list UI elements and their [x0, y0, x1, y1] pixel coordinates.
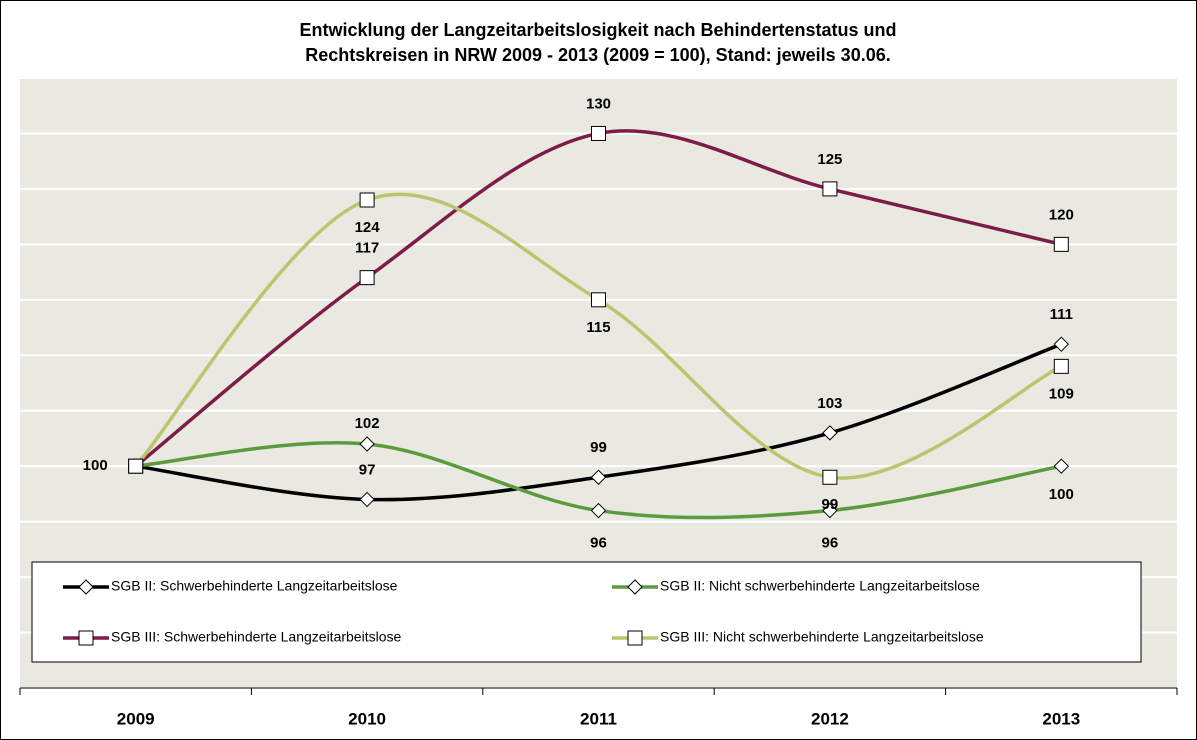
marker: [128, 458, 144, 474]
data-label: 96: [590, 535, 607, 552]
data-label: 124: [355, 219, 381, 236]
marker: [1053, 336, 1070, 352]
data-label: 100: [83, 457, 108, 474]
data-label: 103: [817, 395, 842, 412]
marker: [359, 192, 375, 208]
data-label: 109: [1049, 385, 1074, 402]
marker: [591, 292, 606, 308]
data-label: 120: [1049, 206, 1074, 223]
x-tick-label: 2011: [580, 709, 617, 728]
data-label: 99: [590, 439, 607, 456]
x-tick-label: 2009: [117, 709, 155, 728]
marker: [359, 491, 375, 508]
data-label: 96: [822, 535, 839, 552]
marker: [1053, 358, 1069, 374]
chart-title: Entwicklung der Langzeitarbeitslosigkeit…: [299, 20, 896, 40]
marker: [822, 181, 838, 197]
data-label: 102: [355, 415, 380, 432]
marker: [627, 630, 643, 646]
x-tick-label: 2010: [348, 709, 386, 728]
marker: [78, 579, 94, 595]
marker: [359, 436, 375, 452]
marker: [359, 270, 375, 286]
data-label: 100: [1049, 486, 1074, 503]
legend-label: SGB II: Schwerbehinderte Langzeitarbeits…: [111, 578, 398, 594]
marker: [591, 125, 606, 141]
data-label: 99: [822, 496, 839, 513]
marker: [822, 425, 838, 441]
marker: [627, 579, 643, 595]
data-label: 117: [355, 240, 379, 257]
legend-label: SGB II: Nicht schwerbehinderte Langzeita…: [660, 578, 980, 594]
marker: [590, 502, 607, 519]
x-tick-label: 2012: [811, 709, 849, 728]
marker: [822, 502, 838, 519]
chart-title: Rechtskreisen in NRW 2009 - 2013 (2009 =…: [305, 45, 890, 65]
data-label: 125: [817, 151, 842, 168]
legend-label: SGB III: Nicht schwerbehinderte Langzeit…: [660, 629, 984, 645]
marker: [1053, 458, 1070, 474]
marker: [822, 469, 838, 485]
data-label: 97: [359, 461, 376, 478]
legend-label: SGB III: Schwerbehinderte Langzeitarbeit…: [111, 629, 401, 645]
x-tick-label: 2013: [1042, 709, 1080, 728]
data-label: 111: [1050, 306, 1073, 323]
legend: [31, 561, 1142, 663]
marker: [1053, 236, 1069, 252]
data-label: 115: [586, 319, 610, 336]
data-label: 130: [586, 95, 611, 112]
marker: [78, 630, 94, 646]
marker: [590, 469, 607, 485]
